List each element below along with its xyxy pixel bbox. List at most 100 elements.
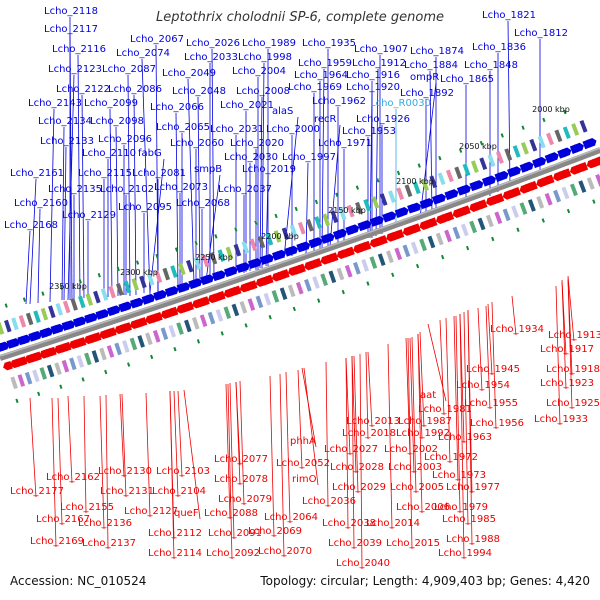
- track-segment: [445, 169, 471, 215]
- gene-label: Lcho_1962: [312, 96, 366, 107]
- gene-label: Lcho_2104: [152, 486, 206, 497]
- gene-label: Lcho_2008: [236, 86, 290, 97]
- reverse-gene-arrow: [61, 341, 72, 352]
- feature-tracks: [0, 109, 600, 404]
- feature-mark: [194, 240, 198, 246]
- reverse-gene-arrow: [544, 174, 555, 185]
- feature-block: [40, 307, 49, 321]
- reverse-gene-arrow: [411, 223, 421, 233]
- label-leader-line: [37, 208, 41, 304]
- feature-mark: [41, 291, 45, 296]
- feature-block: [477, 217, 486, 231]
- forward-gene-arrow: [473, 180, 484, 190]
- gene-label: Lcho_2013: [346, 416, 400, 427]
- feature-block: [328, 270, 337, 284]
- genome-backbone: [0, 147, 600, 361]
- gene-label: Lcho_1998: [238, 52, 292, 63]
- gene-label: Lcho_2014: [366, 518, 420, 529]
- label-leader-line: [225, 383, 231, 520]
- track-segment: [294, 206, 323, 268]
- forward-gene-arrow: [324, 233, 335, 243]
- gene-label: Lcho_2079: [218, 494, 272, 505]
- label-leader-line: [119, 393, 125, 478]
- reverse-gene-arrow: [527, 180, 538, 191]
- track-segment: [234, 227, 264, 309]
- forward-gene-arrow: [168, 286, 179, 296]
- track-segment: [429, 175, 455, 221]
- feature-block: [114, 342, 122, 356]
- feature-block: [39, 367, 48, 380]
- forward-gene-arrow: [54, 323, 65, 334]
- feature-block: [69, 357, 77, 371]
- feature-block: [154, 270, 163, 284]
- track-segment: [473, 180, 494, 228]
- feature-block: [78, 295, 86, 309]
- track-segment: [330, 210, 355, 257]
- feature-block: [544, 192, 553, 206]
- feature-mark: [234, 227, 238, 232]
- feature-block: [346, 204, 355, 218]
- gene-label: Lcho_2020: [230, 138, 284, 149]
- forward-gene-arrow: [423, 198, 434, 208]
- feature-block: [330, 210, 339, 224]
- feature-mark: [81, 377, 85, 382]
- reverse-gene-arrow: [32, 351, 42, 362]
- feature-block: [84, 352, 92, 366]
- forward-gene-arrow: [240, 262, 250, 272]
- label-leader-line: [445, 317, 451, 464]
- kbp-tick-label: 2100 kbp: [396, 177, 434, 186]
- feature-block: [162, 267, 171, 281]
- feature-mark: [104, 369, 108, 375]
- gene-label: Lcho_2130: [98, 466, 152, 477]
- forward-gene-arrow: [216, 270, 226, 280]
- gene-label: Lcho_1953: [342, 126, 396, 137]
- feature-block: [479, 157, 488, 171]
- feature-block: [99, 347, 107, 361]
- label-leader-line: [439, 319, 445, 416]
- feature-block: [241, 241, 250, 254]
- feature-block: [511, 205, 519, 219]
- feature-mark: [116, 266, 120, 272]
- gene-label: Lcho_1963: [438, 432, 492, 443]
- label-leader-line: [29, 397, 37, 498]
- feature-mark: [415, 263, 420, 269]
- feature-mark: [59, 384, 63, 389]
- gene-label: Lcho_2073: [154, 182, 208, 193]
- track-segment: [346, 204, 372, 251]
- forward-gene-arrow: [548, 152, 559, 162]
- label-leader-line: [269, 375, 275, 538]
- reverse-gene-arrow: [199, 296, 210, 306]
- gene-label: Lcho_1988: [446, 534, 500, 545]
- gene-label: Lcho_2117: [44, 24, 98, 35]
- feature-block: [562, 126, 571, 140]
- gene-label: Lcho_1969: [288, 82, 342, 93]
- label-leader-line: [453, 315, 459, 482]
- feature-block: [55, 303, 64, 316]
- feature-block: [186, 259, 194, 273]
- track-segment: [314, 216, 345, 295]
- feature-block: [249, 238, 258, 252]
- track-segment: [214, 234, 248, 328]
- feature-block: [223, 306, 232, 320]
- label-leader-line: [325, 361, 329, 508]
- feature-block: [129, 337, 138, 351]
- gene-label: Lcho_2006: [396, 502, 450, 513]
- gene-label: Lcho_2067: [130, 34, 184, 45]
- track-segment: [479, 140, 511, 222]
- feature-block: [287, 284, 296, 298]
- feature-block: [435, 232, 444, 246]
- feature-block: [361, 259, 370, 272]
- reverse-gene-arrow: [3, 360, 13, 371]
- track-segment: [281, 227, 306, 274]
- forward-gene-arrow: [586, 137, 597, 148]
- label-leader-line: [61, 126, 65, 301]
- label-leader-line: [485, 305, 491, 410]
- reverse-gene-arrow: [168, 306, 179, 317]
- track-segment: [479, 157, 505, 203]
- gene-label: Lcho_2028: [330, 462, 384, 473]
- feature-block: [123, 280, 132, 294]
- label-leader-line: [369, 92, 373, 239]
- forward-gene-arrow: [99, 309, 110, 319]
- track-segment: [529, 138, 555, 185]
